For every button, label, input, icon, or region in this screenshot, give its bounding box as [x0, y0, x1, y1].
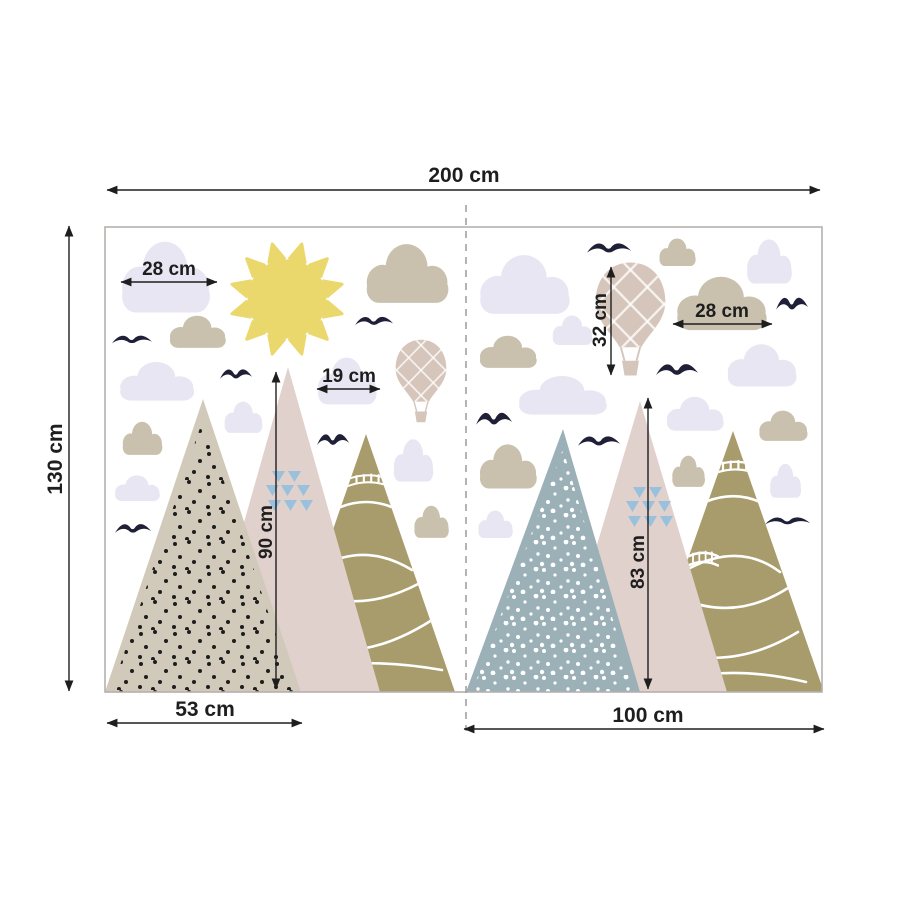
- bird-icon: [656, 364, 698, 376]
- dimension-balloon-height-label: 32 cm: [590, 293, 611, 347]
- cloud-icon: [770, 463, 802, 498]
- cloud-icon: [120, 362, 195, 401]
- dimension-left-mountain-height-label: 90 cm: [256, 505, 277, 559]
- cloud-icon: [747, 239, 792, 284]
- dimension-right-half-width-label: 100 cm: [612, 704, 683, 727]
- bird-icon: [578, 436, 620, 446]
- cloud-icon: [115, 475, 160, 502]
- cloud-icon: [672, 455, 705, 487]
- cloud-icon: [393, 439, 434, 482]
- cloud-icon: [659, 238, 696, 267]
- dimension-left-cloud-label: 28 cm: [142, 259, 196, 280]
- cloud-icon: [666, 396, 724, 431]
- dimension-annotations: 200 cm 130 cm 28 cm 19 cm 90 cm 53 cm 32…: [44, 164, 825, 734]
- dimension-right-mountain-height-label: 83 cm: [628, 535, 649, 589]
- dimension-total-width-label: 200 cm: [428, 164, 499, 187]
- mountain-blue-right: [466, 429, 640, 692]
- bird-icon: [776, 297, 808, 310]
- mountain-dots: [472, 449, 634, 692]
- decal-border: [104, 226, 823, 693]
- bird-icon: [476, 412, 512, 425]
- bird-icon: [112, 335, 152, 344]
- cloud-icon: [519, 376, 607, 415]
- cloud-icon: [479, 335, 537, 368]
- bird-icon: [115, 524, 151, 533]
- dimension-right-cloud-label: 28 cm: [695, 301, 749, 322]
- bird-icon: [220, 369, 252, 379]
- dimension-small-cloud-label: 19 cm: [322, 366, 376, 387]
- cloud-icon: [414, 505, 449, 538]
- cloud-icon: [224, 401, 263, 433]
- mountain-dots: [111, 419, 295, 692]
- cloud-icon: [478, 510, 513, 539]
- cloud-icon: [366, 244, 449, 303]
- bird-icon: [317, 434, 349, 446]
- bird-icon: [355, 316, 393, 326]
- cloud-icon: [122, 421, 163, 455]
- decal-artwork: [105, 238, 822, 692]
- bird-icon: [587, 243, 631, 253]
- dimension-total-height-label: 130 cm: [44, 423, 67, 494]
- mountain-dotted-left: [105, 399, 301, 692]
- dimension-left-mountain-width-label: 53 cm: [175, 698, 235, 721]
- cloud-icon: [552, 315, 593, 345]
- sun-icon: [228, 240, 346, 358]
- cloud-icon: [169, 315, 226, 348]
- cloud-icon: [727, 344, 797, 387]
- cloud-icon: [480, 255, 570, 314]
- cloud-icon: [759, 410, 808, 441]
- bird-icon: [765, 517, 810, 525]
- cloud-icon: [479, 444, 537, 489]
